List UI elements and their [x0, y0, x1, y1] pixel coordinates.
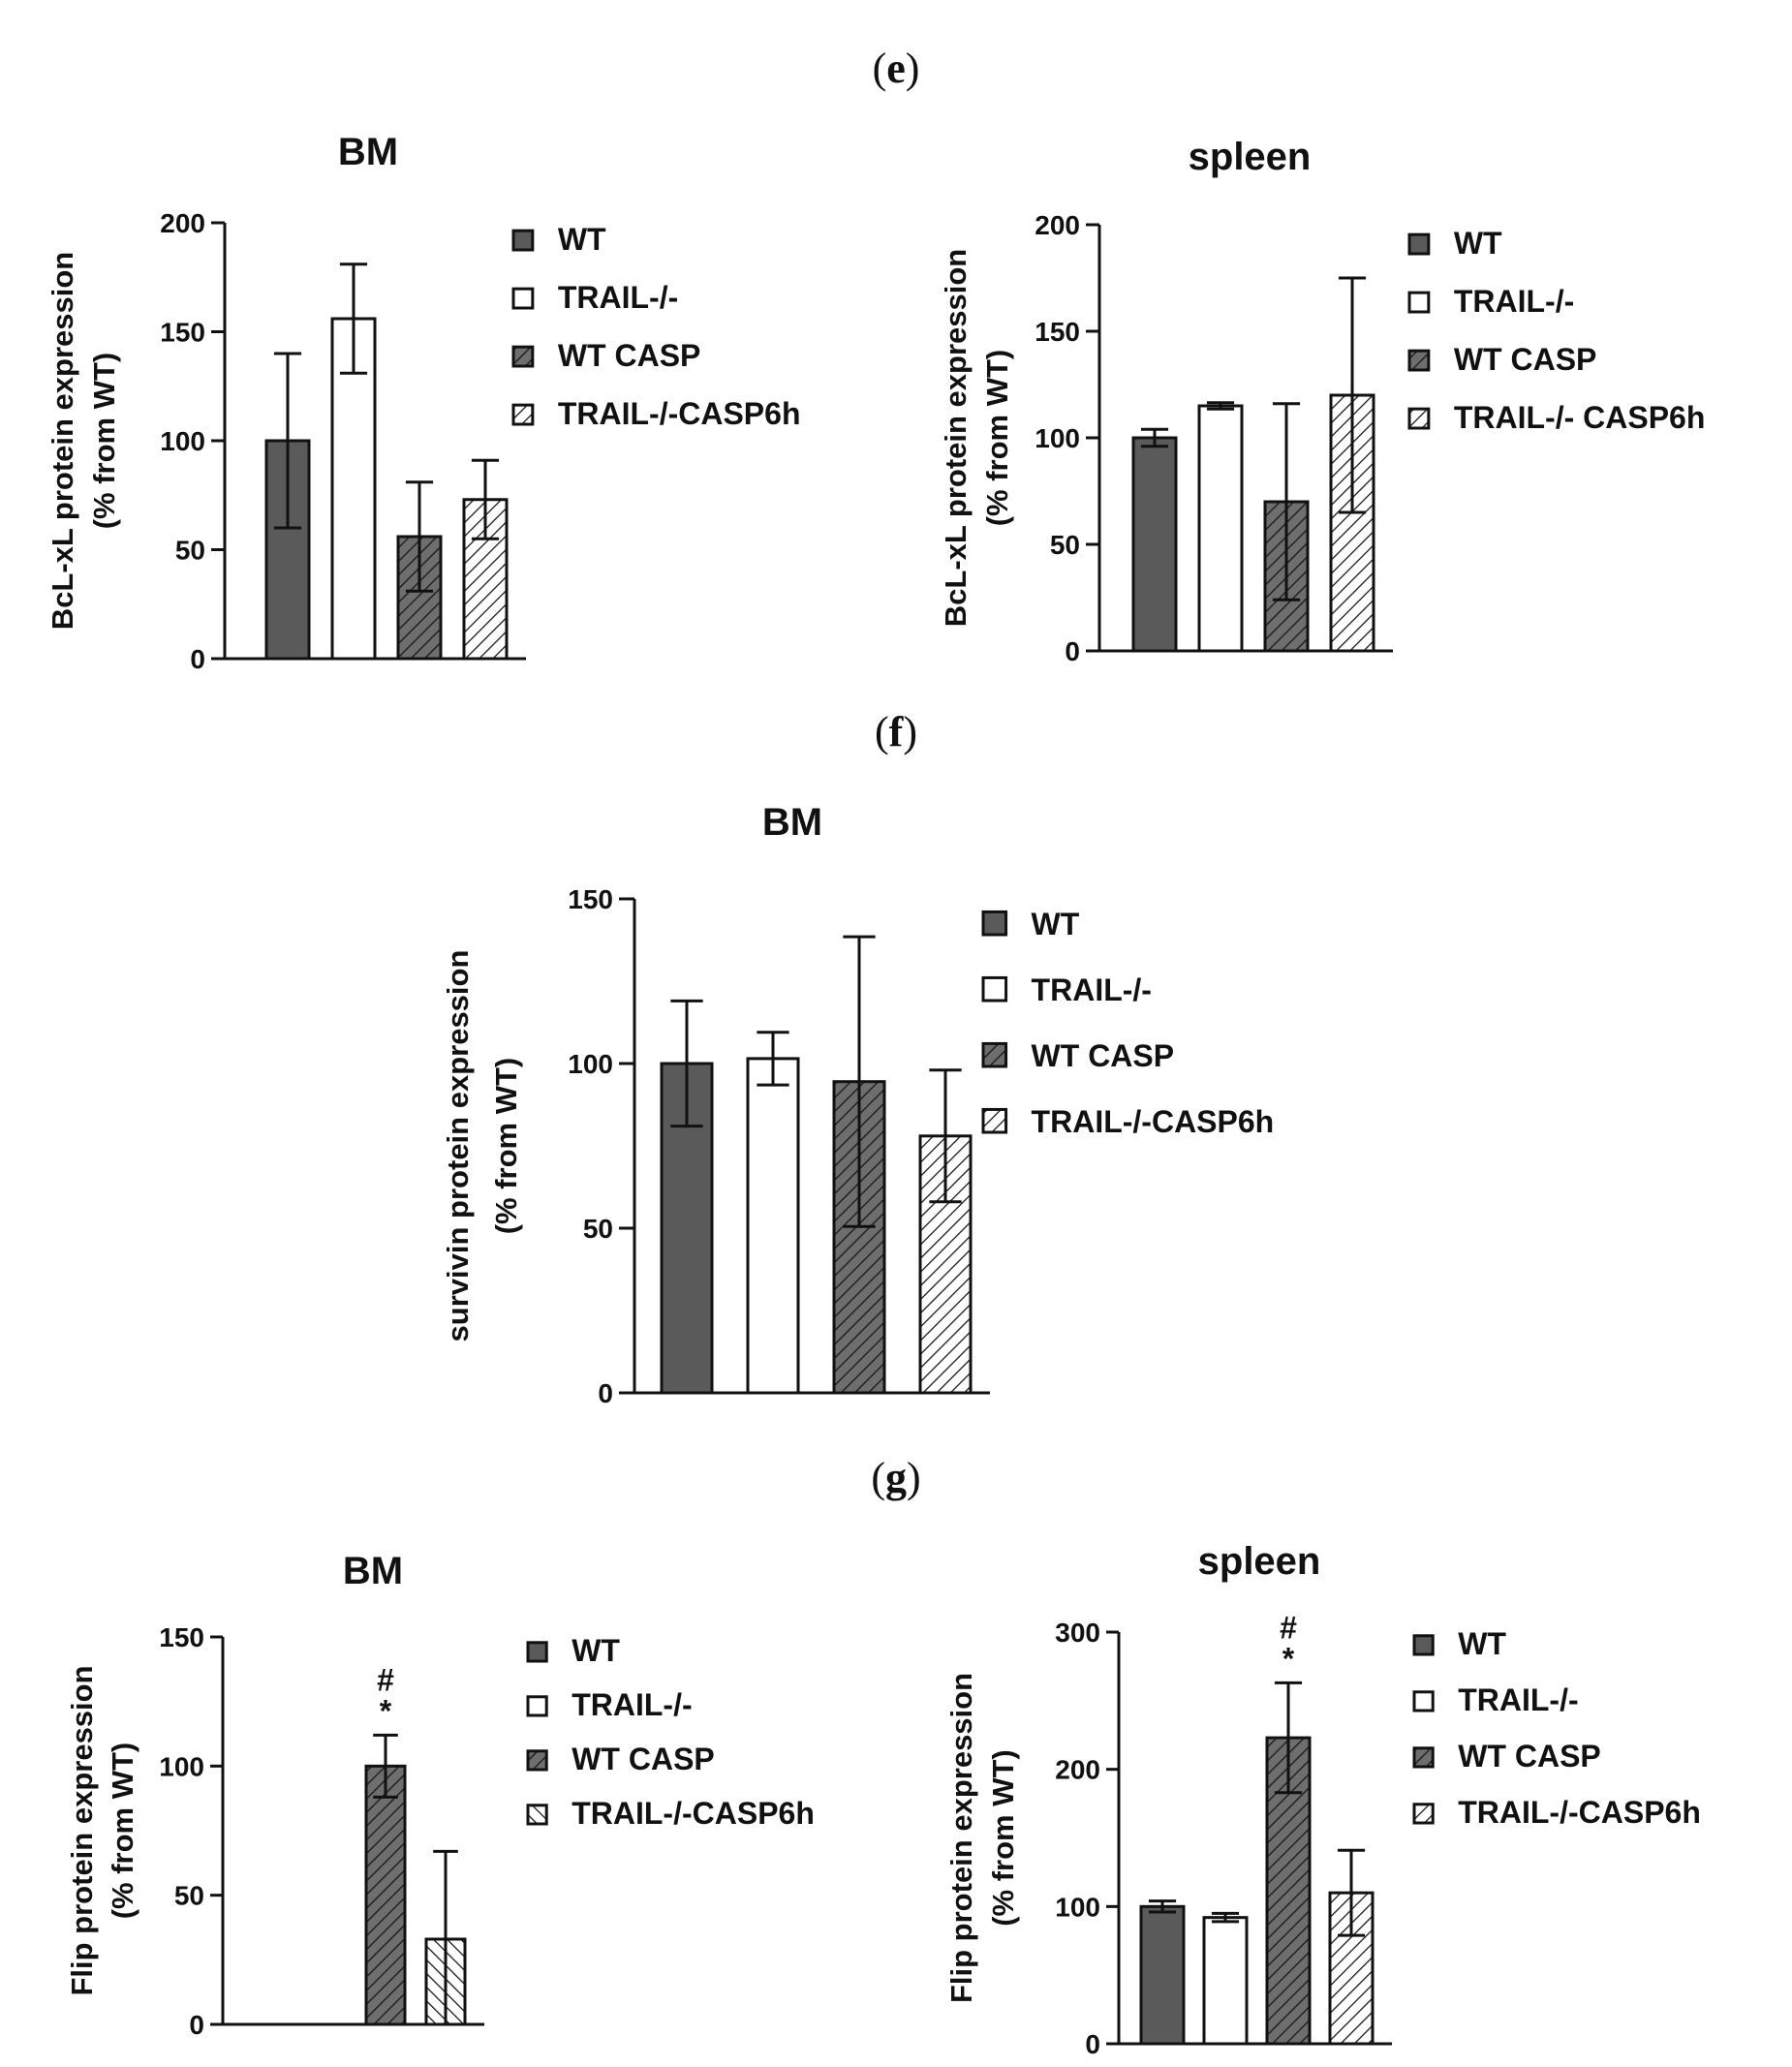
y-axis-title-line-1: Flip protein expression	[944, 1673, 978, 2003]
legend-swatch	[511, 403, 535, 426]
legend-label: WT CASP	[1454, 342, 1597, 377]
y-tick-label: 50	[174, 1881, 204, 1911]
legend-label: WT	[1458, 1626, 1506, 1661]
y-axis-title-line-2: (% from WT)	[489, 1058, 523, 1235]
significance-mark: *	[1282, 1641, 1295, 1676]
panel-label-f: (f)	[875, 708, 917, 756]
y-axis-title-line-1: BcL-xL protein expression	[939, 249, 973, 627]
legend-swatch	[526, 1695, 548, 1717]
legend-label: TRAIL-/-	[558, 280, 678, 315]
legend-swatch	[1412, 1746, 1435, 1769]
legend-swatch	[511, 287, 535, 310]
y-tick-label: 0	[1065, 636, 1080, 666]
legend-label: WT CASP	[1032, 1038, 1175, 1073]
y-tick-label: 0	[190, 644, 205, 674]
legend-swatch	[981, 910, 1008, 937]
bar-trail-	[746, 1057, 800, 1395]
chart-g-bm: BM Flip protein expression (% from WT) 0 50 1…	[65, 1550, 815, 2040]
significance-mark: *	[380, 1693, 392, 1728]
legend-label: TRAIL-/-CASP6h	[572, 1796, 815, 1831]
significance-mark: #	[377, 1662, 394, 1697]
y-tick-label: 50	[175, 536, 205, 566]
bar-wt-casp	[364, 1764, 407, 2026]
y-tick-label: 0	[598, 1378, 613, 1408]
panel-label-e: (e)	[873, 45, 920, 92]
chart-title: BM	[343, 1550, 403, 1592]
legend-label: TRAIL-/-	[1032, 972, 1152, 1007]
legend-label: WT CASP	[1458, 1739, 1601, 1774]
y-tick-label: 200	[1035, 210, 1080, 240]
legend-label: TRAIL-/-	[572, 1687, 692, 1722]
y-tick-label: 50	[583, 1214, 613, 1244]
legend-label: WT	[1032, 907, 1080, 941]
legend-label: WT CASP	[558, 338, 701, 373]
y-tick-label: 100	[159, 1751, 204, 1781]
legend-swatch	[1407, 232, 1431, 256]
y-axis-title-line-2: (% from WT)	[980, 350, 1014, 527]
legend-label: WT	[558, 222, 606, 257]
legend-label: TRAIL-/-	[1458, 1682, 1578, 1717]
legend-swatch	[1407, 291, 1431, 314]
chart-title: spleen	[1198, 1540, 1321, 1583]
legend-swatch	[1412, 1634, 1435, 1656]
legend-swatch	[526, 1749, 548, 1772]
legend-label: WT	[572, 1633, 620, 1668]
y-tick-label: 300	[1055, 1618, 1100, 1648]
legend-label: TRAIL-/-CASP6h	[1458, 1795, 1701, 1830]
chart-title: BM	[338, 131, 398, 173]
chart-g-spleen: spleen Flip protein expression (% from WT)…	[944, 1540, 1701, 2059]
y-tick-label: 100	[160, 426, 205, 456]
legend-swatch	[526, 1641, 548, 1663]
legend-swatch	[1412, 1690, 1435, 1712]
bar-trail-casp6h	[1329, 393, 1375, 653]
legend-swatch	[526, 1804, 548, 1826]
y-tick-label: 100	[1035, 423, 1080, 453]
y-tick-label: 200	[1055, 1755, 1100, 1785]
y-tick-label: 50	[1050, 530, 1080, 560]
chart-e-spleen: spleen BcL-xL protein expression (% from W…	[939, 136, 1705, 666]
legend-swatch	[511, 345, 535, 368]
y-tick-label: 100	[568, 1049, 613, 1079]
y-tick-label: 150	[159, 1622, 204, 1652]
legend-swatch	[1412, 1803, 1435, 1825]
y-axis-title-line-1: survivin protein expression	[441, 950, 475, 1342]
y-axis-title-line-1: BcL-xL protein expression	[46, 252, 79, 630]
y-tick-label: 0	[189, 2010, 204, 2040]
bar-wt	[1139, 1904, 1186, 2046]
y-tick-label: 150	[160, 318, 205, 348]
legend-swatch	[981, 975, 1008, 1003]
panel-label-g: (g)	[871, 1454, 920, 1501]
y-axis-title-line-2: (% from WT)	[986, 1749, 1020, 1927]
significance-mark: #	[1280, 1610, 1297, 1645]
y-axis-title-line-1: Flip protein expression	[65, 1665, 99, 1995]
legend-label: TRAIL-/-CASP6h	[1032, 1104, 1275, 1139]
legend-swatch	[981, 1107, 1008, 1134]
chart-title: spleen	[1189, 136, 1312, 178]
chart-f-bm: BM survivin protein expression (% from WT)…	[441, 801, 1274, 1408]
legend-swatch	[511, 229, 535, 252]
bar-wt	[1131, 436, 1178, 653]
legend-label: WT CASP	[572, 1742, 715, 1776]
y-tick-label: 0	[1085, 2029, 1100, 2059]
bar-trail-	[1197, 404, 1244, 653]
legend-swatch	[1407, 407, 1431, 430]
legend-label: WT	[1454, 226, 1502, 261]
chart-e-bm: BM BcL-xL protein expression (% from WT) 0 5…	[46, 131, 800, 674]
y-axis-title-line-2: (% from WT)	[87, 353, 121, 530]
y-tick-label: 150	[568, 884, 613, 914]
y-tick-label: 100	[1055, 1892, 1100, 1922]
y-tick-label: 150	[1035, 317, 1080, 347]
legend-label: TRAIL-/- CASP6h	[1454, 400, 1706, 435]
legend-label: TRAIL-/-CASP6h	[558, 396, 801, 431]
y-tick-label: 200	[160, 208, 205, 238]
bar-trail-	[1202, 1916, 1249, 2046]
legend-swatch	[981, 1041, 1008, 1068]
y-axis-title-line-2: (% from WT)	[106, 1743, 139, 1920]
legend-swatch	[1407, 349, 1431, 372]
chart-title: BM	[762, 801, 822, 844]
legend-label: TRAIL-/-	[1454, 284, 1574, 319]
